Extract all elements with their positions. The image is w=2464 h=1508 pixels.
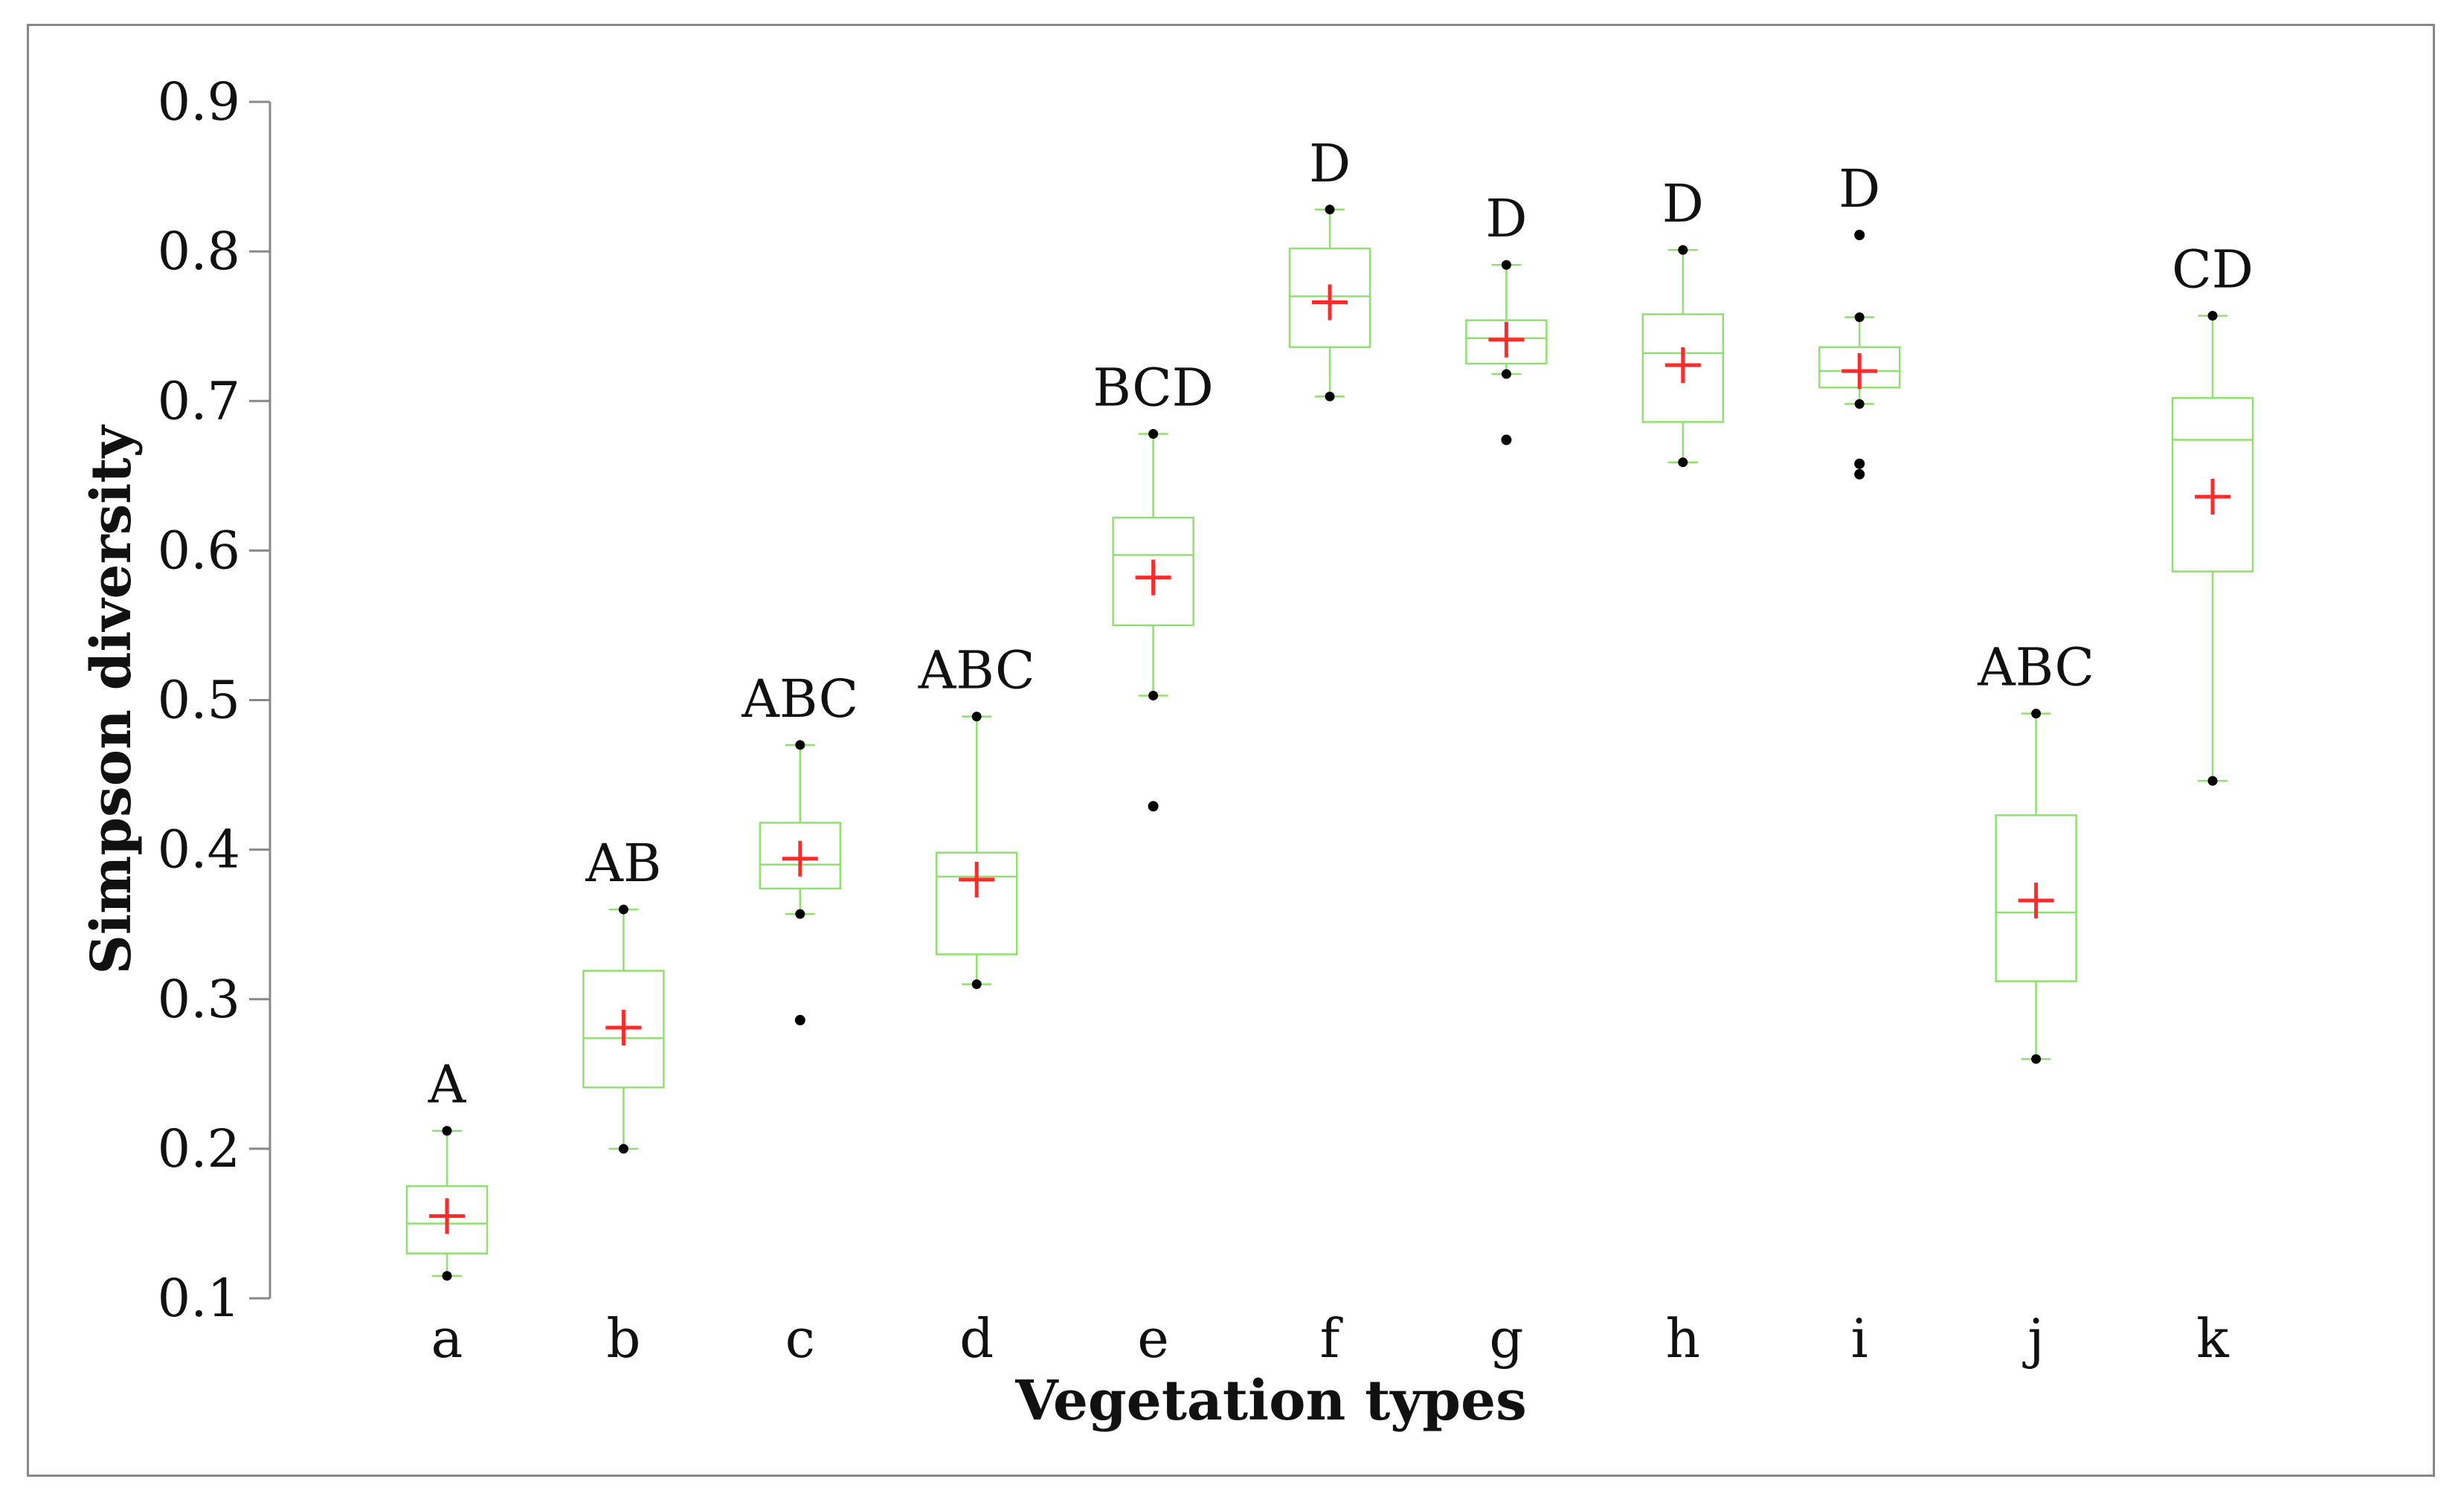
outlier-point	[1854, 468, 1865, 480]
box-group-j	[1995, 709, 2077, 1064]
y-tick-label: 0.8	[158, 221, 240, 282]
max-point	[1678, 245, 1688, 255]
y-tick-label: 0.1	[158, 1268, 240, 1329]
significance-label: D	[1662, 173, 1704, 234]
y-tick-label: 0.5	[158, 670, 240, 731]
y-tick-label: 0.2	[158, 1118, 240, 1179]
box-iqr	[1288, 247, 1371, 349]
max-point	[618, 904, 628, 915]
x-category-label: c	[785, 1307, 815, 1370]
max-point	[2207, 311, 2218, 321]
box-group-d	[935, 712, 1018, 990]
y-axis: 0.1 0.2 0.3 0.4 0.5 0.6 0.7 0.8 0.9	[158, 71, 271, 1329]
y-axis-title: Simpson diversity	[80, 424, 144, 974]
significance-label: BCD	[1093, 357, 1213, 418]
max-point	[1501, 260, 1511, 270]
box-group-b	[582, 904, 665, 1154]
category-labels: Aa AB b ABC c ABC d BCD e Df Dg Dh Di ABC j CD k	[428, 133, 2254, 1370]
box-iqr	[935, 851, 1018, 956]
box-group-k	[2171, 311, 2254, 786]
significance-label: ABC	[741, 668, 858, 729]
x-category-label: g	[1489, 1307, 1523, 1370]
outlier-point	[1501, 434, 1512, 445]
x-category-label: d	[959, 1307, 994, 1370]
y-tick-label: 0.4	[158, 819, 240, 880]
box-group-e	[1112, 428, 1194, 812]
box-iqr	[582, 970, 665, 1089]
y-tick-label: 0.6	[158, 520, 240, 581]
min-point	[442, 1271, 452, 1281]
box-group-f	[1288, 204, 1371, 402]
x-category-label: a	[431, 1307, 463, 1370]
min-point	[618, 1144, 628, 1154]
outlier-point	[1148, 801, 1159, 812]
y-tick-label: 0.7	[158, 370, 240, 431]
min-point	[1854, 399, 1865, 409]
min-point	[1501, 369, 1511, 379]
max-point	[971, 712, 982, 722]
significance-label: AB	[585, 833, 661, 894]
max-point	[795, 740, 805, 750]
box-iqr	[2171, 396, 2254, 573]
max-point	[442, 1126, 452, 1136]
min-point	[2207, 776, 2218, 786]
significance-label: A	[428, 1054, 467, 1115]
boxplot-chart: 0.1 0.2 0.3 0.4 0.5 0.6 0.7 0.8 0.9 Aa AB b ABC c ABC…	[80, 71, 2254, 1433]
x-category-label: h	[1666, 1307, 1700, 1370]
box-iqr	[1465, 319, 1548, 365]
min-point	[1678, 457, 1688, 468]
significance-label: D	[1309, 133, 1351, 194]
outlier-point	[1854, 230, 1865, 241]
min-point	[971, 979, 982, 990]
max-point	[1148, 428, 1159, 439]
box-group-i	[1818, 230, 1901, 480]
box-iqr	[1641, 313, 1725, 423]
significance-label: ABC	[918, 640, 1035, 701]
box-group-h	[1641, 245, 1725, 468]
significance-label: ABC	[1977, 637, 2094, 698]
outlier-point	[794, 1014, 805, 1025]
x-category-label: e	[1137, 1307, 1169, 1370]
min-point	[795, 909, 805, 919]
significance-label: D	[1839, 158, 1880, 219]
box-group-g	[1465, 260, 1548, 445]
y-tick-label: 0.9	[158, 71, 240, 132]
outlier-point	[1854, 458, 1865, 469]
significance-label: D	[1485, 188, 1527, 249]
x-category-label: j	[2022, 1307, 2044, 1370]
box-series	[405, 204, 2254, 1281]
x-category-label: f	[1320, 1307, 1343, 1370]
box-iqr	[1112, 516, 1194, 627]
box-iqr	[1995, 814, 2077, 982]
min-point	[2031, 1054, 2042, 1064]
x-category-label: i	[1851, 1307, 1868, 1370]
box-group-c	[759, 740, 842, 1025]
min-point	[1325, 391, 1335, 402]
box-group-a	[405, 1126, 489, 1281]
box-iqr	[759, 822, 842, 890]
box-iqr	[405, 1185, 489, 1254]
y-tick-label: 0.3	[158, 969, 240, 1030]
x-axis-title: Vegetation types	[1014, 1369, 1527, 1433]
min-point	[1148, 690, 1159, 700]
x-category-label: k	[2196, 1307, 2230, 1370]
max-point	[1325, 204, 1335, 215]
x-category-label: b	[606, 1307, 640, 1370]
max-point	[2031, 709, 2042, 719]
significance-label: CD	[2172, 239, 2254, 300]
max-point	[1854, 312, 1865, 323]
